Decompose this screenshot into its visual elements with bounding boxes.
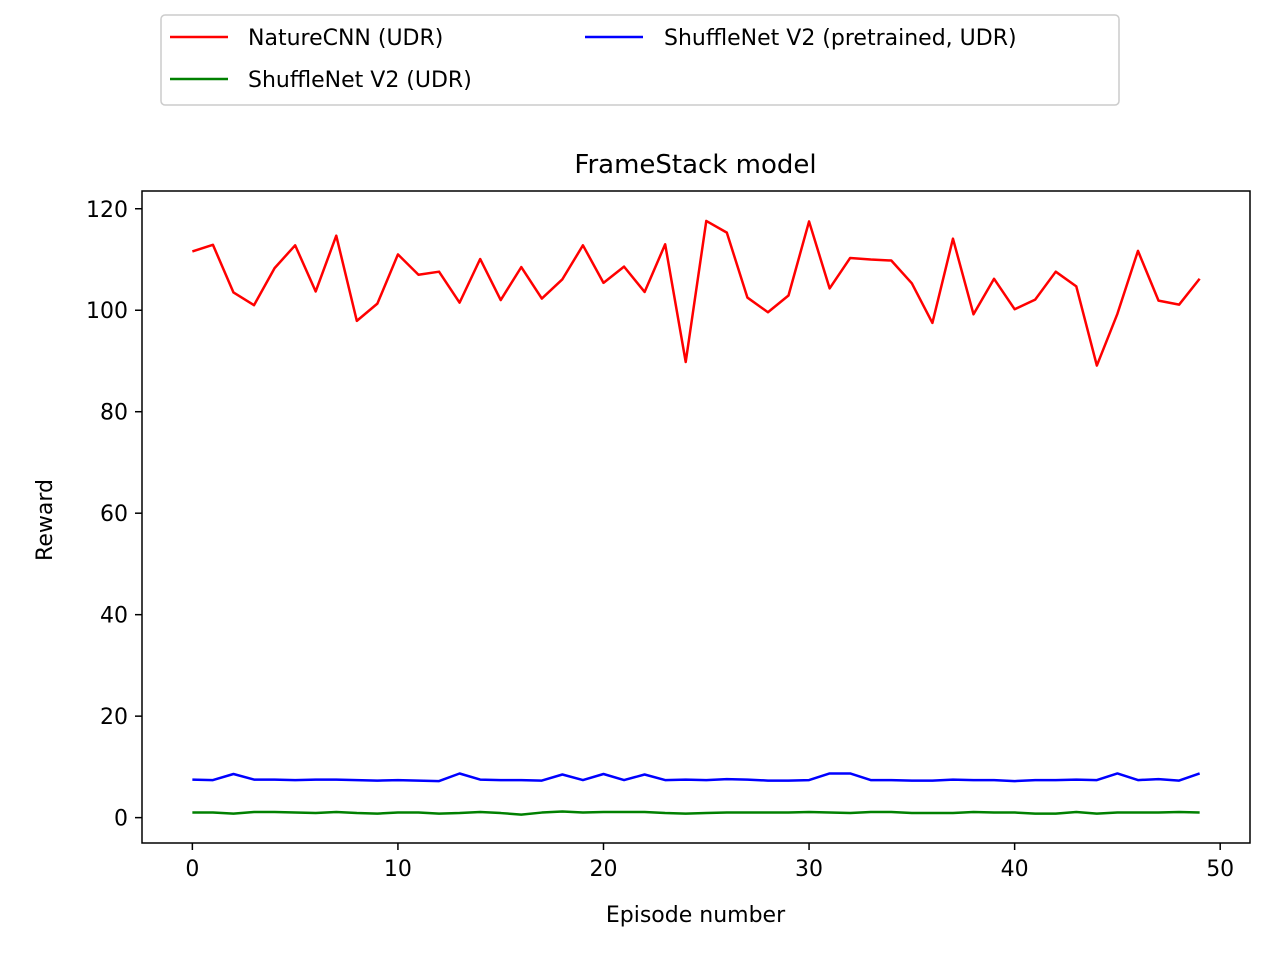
x-tick-label: 0 [185, 857, 199, 882]
series-line-0 [191, 219, 1201, 367]
y-tick-label: 20 [100, 705, 128, 730]
series-line-1 [192, 810, 1200, 816]
y-tick-label: 120 [86, 198, 128, 223]
legend-label-shufflenet-pretrained: ShuffleNet V2 (pretrained, UDR) [664, 26, 1017, 51]
legend: NatureCNN (UDR) ShuffleNet V2 (UDR) Shuf… [160, 14, 1120, 106]
y-axis-label: Reward [33, 479, 58, 561]
y-axis-ticks: 0 20 40 60 80 100 120 [86, 198, 142, 832]
series-layer [191, 219, 1201, 816]
x-tick-label: 50 [1206, 857, 1234, 882]
x-axis-label: Episode number [606, 903, 786, 928]
legend-label-shufflenet-udr: ShuffleNet V2 (UDR) [248, 68, 472, 93]
plot-frame [141, 190, 1251, 844]
y-tick-label: 0 [114, 807, 128, 832]
x-tick-label: 30 [795, 857, 823, 882]
x-axis-ticks: 0 10 20 30 40 50 [185, 843, 1234, 882]
y-tick-label: 100 [86, 299, 128, 324]
legend-frame [160, 14, 1120, 106]
x-tick-label: 40 [1001, 857, 1029, 882]
x-tick-label: 20 [589, 857, 617, 882]
x-tick-label: 10 [384, 857, 412, 882]
y-tick-label: 80 [100, 401, 128, 426]
series-line-2 [192, 772, 1201, 783]
legend-label-naturecnn: NatureCNN (UDR) [248, 26, 443, 51]
chart-title: FrameStack model [574, 150, 816, 180]
y-tick-label: 60 [100, 502, 128, 527]
y-tick-label: 40 [100, 604, 128, 629]
